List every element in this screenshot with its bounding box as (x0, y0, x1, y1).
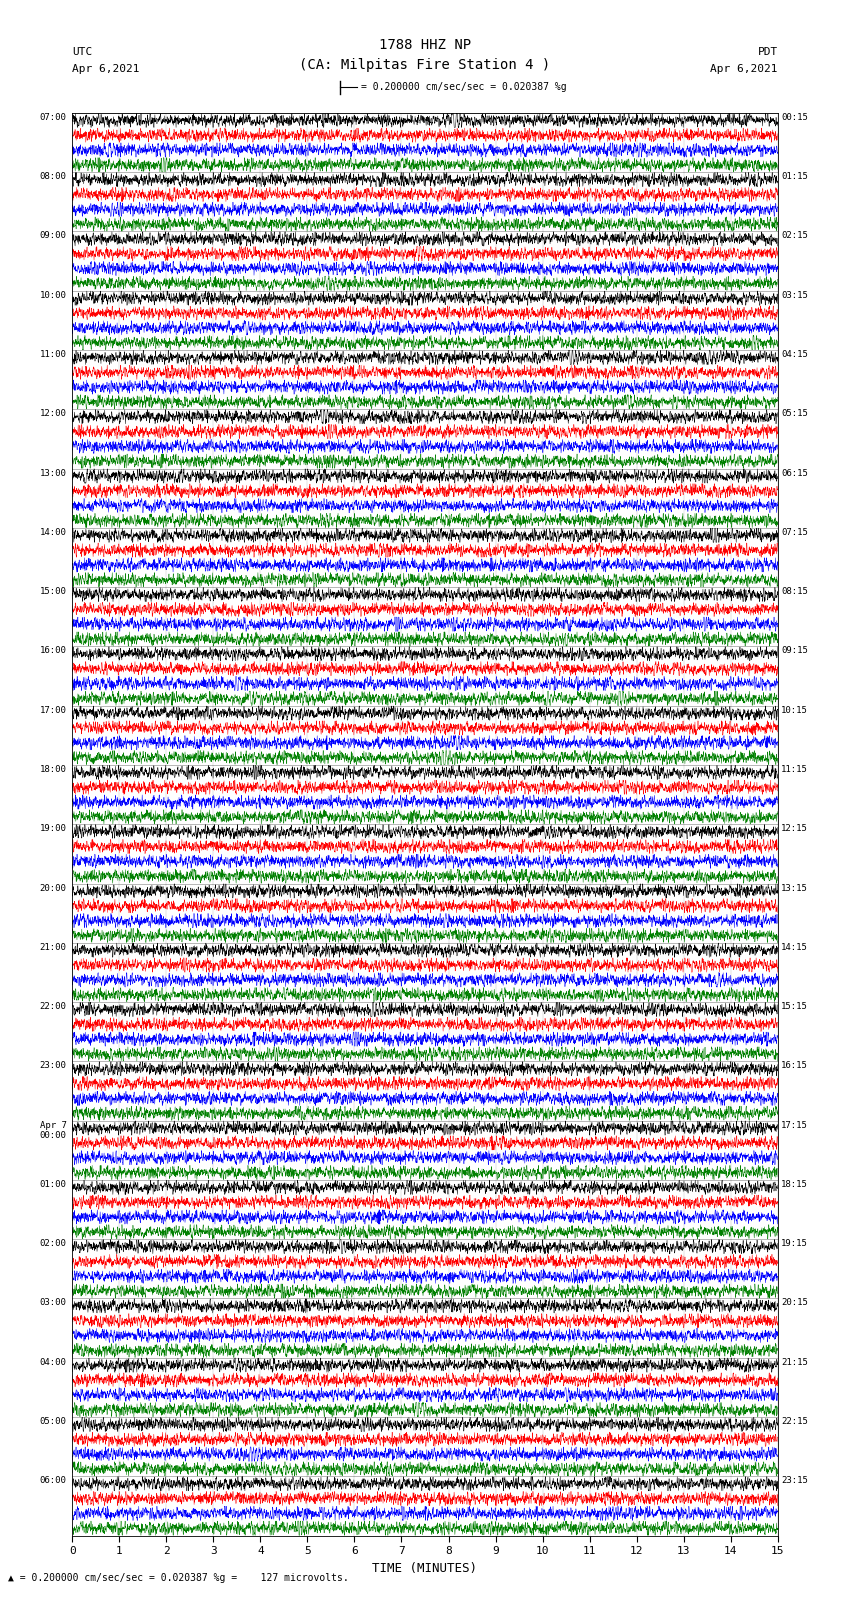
Text: 11:15: 11:15 (781, 765, 808, 774)
Text: 20:00: 20:00 (40, 884, 66, 892)
Text: 06:15: 06:15 (781, 468, 808, 477)
Text: 1788 HHZ NP: 1788 HHZ NP (379, 39, 471, 52)
Text: 04:15: 04:15 (781, 350, 808, 360)
Text: 05:00: 05:00 (40, 1416, 66, 1426)
Text: Apr 6,2021: Apr 6,2021 (711, 65, 778, 74)
Text: 01:00: 01:00 (40, 1181, 66, 1189)
Text: PDT: PDT (757, 47, 778, 56)
Text: 08:00: 08:00 (40, 173, 66, 181)
Text: 12:15: 12:15 (781, 824, 808, 834)
Text: 12:00: 12:00 (40, 410, 66, 418)
Text: 14:00: 14:00 (40, 527, 66, 537)
Text: 19:00: 19:00 (40, 824, 66, 834)
Text: 23:15: 23:15 (781, 1476, 808, 1486)
Text: 06:00: 06:00 (40, 1476, 66, 1486)
Text: 09:15: 09:15 (781, 647, 808, 655)
Text: 16:00: 16:00 (40, 647, 66, 655)
Text: 20:15: 20:15 (781, 1298, 808, 1308)
Text: 18:15: 18:15 (781, 1181, 808, 1189)
Text: 08:15: 08:15 (781, 587, 808, 597)
Text: 02:15: 02:15 (781, 232, 808, 240)
Text: 19:15: 19:15 (781, 1239, 808, 1248)
X-axis label: TIME (MINUTES): TIME (MINUTES) (372, 1561, 478, 1574)
Text: 13:00: 13:00 (40, 468, 66, 477)
Text: 02:00: 02:00 (40, 1239, 66, 1248)
Text: 21:00: 21:00 (40, 942, 66, 952)
Text: 23:00: 23:00 (40, 1061, 66, 1071)
Text: Apr 7
00:00: Apr 7 00:00 (40, 1121, 66, 1140)
Text: 10:00: 10:00 (40, 290, 66, 300)
Text: ▲ = 0.200000 cm/sec/sec = 0.020387 %g =    127 microvolts.: ▲ = 0.200000 cm/sec/sec = 0.020387 %g = … (8, 1573, 349, 1582)
Text: = 0.200000 cm/sec/sec = 0.020387 %g: = 0.200000 cm/sec/sec = 0.020387 %g (361, 82, 567, 92)
Text: 10:15: 10:15 (781, 706, 808, 715)
Text: Apr 6,2021: Apr 6,2021 (72, 65, 139, 74)
Text: 07:15: 07:15 (781, 527, 808, 537)
Text: 03:00: 03:00 (40, 1298, 66, 1308)
Text: 15:00: 15:00 (40, 587, 66, 597)
Text: 17:15: 17:15 (781, 1121, 808, 1129)
Text: 11:00: 11:00 (40, 350, 66, 360)
Text: 05:15: 05:15 (781, 410, 808, 418)
Text: 15:15: 15:15 (781, 1002, 808, 1011)
Text: 22:00: 22:00 (40, 1002, 66, 1011)
Text: 09:00: 09:00 (40, 232, 66, 240)
Text: 21:15: 21:15 (781, 1358, 808, 1366)
Text: 13:15: 13:15 (781, 884, 808, 892)
Text: 07:00: 07:00 (40, 113, 66, 123)
Text: 01:15: 01:15 (781, 173, 808, 181)
Text: 14:15: 14:15 (781, 942, 808, 952)
Text: 22:15: 22:15 (781, 1416, 808, 1426)
Text: (CA: Milpitas Fire Station 4 ): (CA: Milpitas Fire Station 4 ) (299, 58, 551, 71)
Text: 17:00: 17:00 (40, 706, 66, 715)
Text: UTC: UTC (72, 47, 93, 56)
Text: 18:00: 18:00 (40, 765, 66, 774)
Text: 03:15: 03:15 (781, 290, 808, 300)
Text: 04:00: 04:00 (40, 1358, 66, 1366)
Text: 16:15: 16:15 (781, 1061, 808, 1071)
Text: 00:15: 00:15 (781, 113, 808, 123)
